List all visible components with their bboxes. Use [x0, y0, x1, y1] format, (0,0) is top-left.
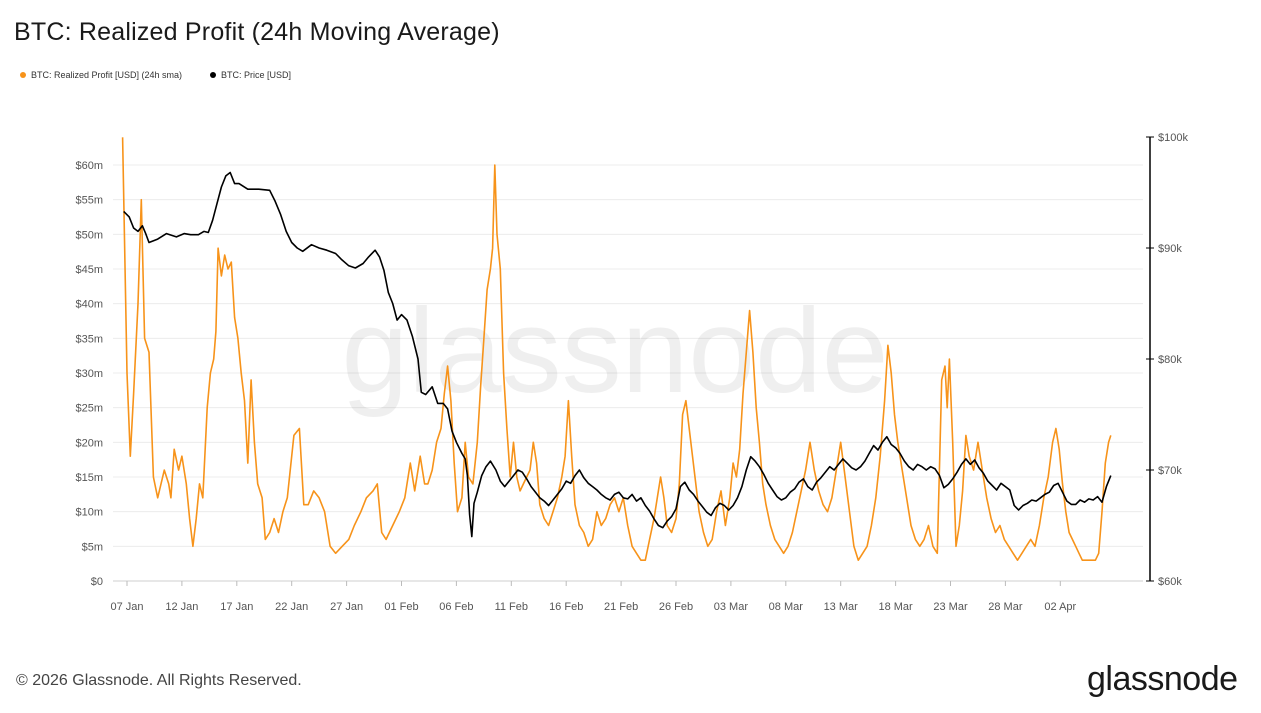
y-right-tick-label: $70k [1158, 465, 1182, 477]
left-axis: $0 $5m $10m $15m $20m $25m $30m $35m $40m $45m $50… [75, 160, 103, 588]
y-left-tick-label: $15m [75, 472, 103, 484]
y-left-tick-label: $20m [75, 437, 103, 449]
y-left-tick-label: $45m [75, 264, 103, 276]
grid-lines [113, 164, 1143, 582]
right-axis: $60k $70k $80k $90k $100k [1146, 132, 1188, 588]
legend-dot-icon [20, 72, 26, 78]
y-left-tick-label: $60m [75, 160, 103, 172]
price-line [123, 171, 1112, 538]
x-tick-label: 07 Jan [110, 601, 143, 613]
x-tick-label: 06 Feb [439, 601, 473, 613]
chart-title: BTC: Realized Profit (24h Moving Average… [14, 18, 500, 46]
y-left-tick-label: $0 [91, 576, 103, 588]
legend-item-realized-profit[interactable]: BTC: Realized Profit [USD] (24h sma) [20, 70, 182, 80]
x-tick-label: 17 Jan [220, 601, 253, 613]
y-left-tick-label: $40m [75, 299, 103, 311]
y-right-tick-label: $90k [1158, 243, 1182, 255]
legend-dot-icon [210, 72, 217, 78]
y-left-tick-label: $25m [75, 403, 103, 415]
legend-label-realized-profit: BTC: Realized Profit [USD] (24h sma) [31, 70, 183, 80]
legend-label-price: BTC: Price [USD] [221, 70, 292, 80]
x-tick-label: 13 Mar [824, 601, 859, 613]
y-left-tick-label: $10m [75, 507, 103, 519]
y-left-tick-label: $5m [82, 541, 103, 553]
x-tick-label: 26 Feb [659, 601, 693, 613]
glassnode-logo[interactable]: glassnode [1087, 660, 1238, 698]
x-tick-label: 28 Mar [988, 601, 1023, 613]
legend-item-price[interactable]: BTC: Price [USD] [210, 70, 291, 80]
x-tick-label: 01 Feb [384, 601, 418, 613]
copyright-text: © 2026 Glassnode. All Rights Reserved. [16, 672, 302, 689]
x-tick-label: 11 Feb [495, 601, 528, 613]
x-tick-label: 21 Feb [604, 601, 638, 613]
y-left-tick-label: $35m [75, 333, 103, 345]
y-left-tick-label: $55m [75, 195, 103, 207]
x-tick-label: 12 Jan [165, 601, 198, 613]
y-right-tick-label: $100k [1158, 132, 1188, 144]
x-tick-label: 16 Feb [549, 601, 583, 613]
watermark: glassnode [341, 284, 888, 418]
legend: BTC: Realized Profit [USD] (24h sma) BTC… [20, 70, 291, 80]
y-left-tick-label: $50m [75, 229, 103, 241]
y-left-tick-label: $30m [75, 368, 103, 380]
x-tick-label: 27 Jan [330, 601, 363, 613]
x-tick-label: 03 Mar [714, 601, 749, 613]
y-right-tick-label: $80k [1158, 354, 1182, 366]
x-tick-label: 23 Mar [933, 601, 968, 613]
x-tick-label: 02 Apr [1044, 601, 1076, 613]
x-tick-label: 08 Mar [769, 601, 804, 613]
x-axis: 07 Jan 12 Jan 17 Jan 22 Jan 27 Jan 01 Feb 06 F… [110, 581, 1077, 613]
y-right-tick-label: $60k [1158, 576, 1182, 588]
x-tick-label: 22 Jan [275, 601, 308, 613]
x-tick-label: 18 Mar [878, 601, 913, 613]
